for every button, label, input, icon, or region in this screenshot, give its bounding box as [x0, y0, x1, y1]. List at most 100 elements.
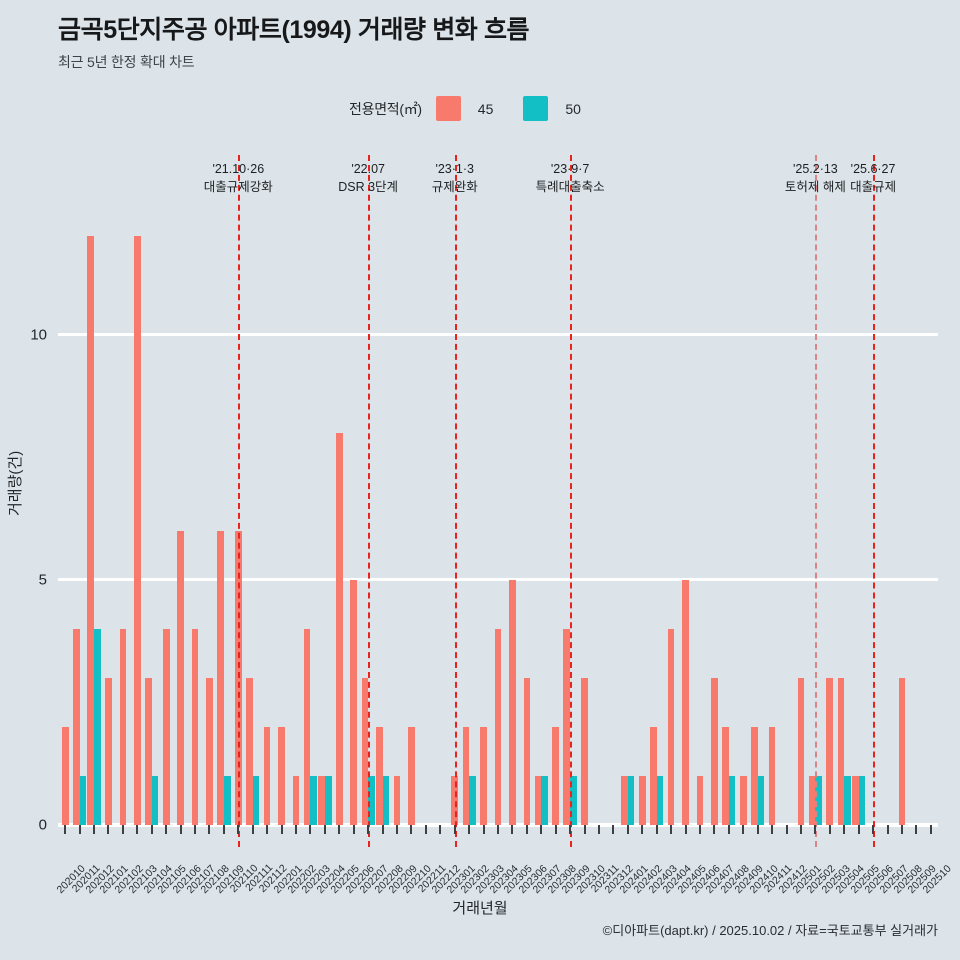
bar-50-202204[interactable]	[324, 775, 332, 825]
bar-45-202403[interactable]	[650, 726, 657, 825]
legend-item-50[interactable]: 50	[523, 96, 581, 121]
bar-50-202208[interactable]	[382, 775, 390, 825]
bar-45-202406[interactable]	[696, 775, 704, 825]
bar-50-202403[interactable]	[656, 775, 664, 825]
bar-45-202208[interactable]	[375, 726, 383, 825]
bar-45-202101[interactable]	[105, 677, 112, 825]
bar-45-202109[interactable]	[217, 530, 224, 825]
bar-45-202309[interactable]	[563, 628, 571, 825]
bar-45-202011[interactable]	[73, 628, 80, 825]
x-tick-202504	[843, 825, 846, 834]
bar-45-202302[interactable]	[462, 726, 470, 825]
event-annotation-202506: '25.6·27 대출규제	[850, 160, 896, 196]
bar-50-202207[interactable]	[368, 775, 375, 825]
bars-layer	[58, 207, 938, 825]
x-tick-202410	[756, 825, 759, 834]
x-tick-202405	[684, 825, 687, 834]
bar-45-202308[interactable]	[552, 726, 559, 825]
bar-50-202109[interactable]	[223, 775, 231, 825]
bar-50-202307[interactable]	[541, 775, 548, 825]
bar-45-202410[interactable]	[751, 726, 758, 825]
y-tick-label-0: 0	[38, 816, 47, 834]
bar-45-202411[interactable]	[768, 726, 776, 825]
bar-50-202401[interactable]	[627, 775, 635, 825]
event-date: '25.2·13	[792, 162, 838, 176]
bar-50-202111[interactable]	[252, 775, 260, 825]
bar-45-202112[interactable]	[263, 726, 271, 825]
bar-45-202105[interactable]	[162, 628, 170, 825]
bar-45-202502[interactable]	[808, 775, 816, 825]
bar-45-202503[interactable]	[826, 677, 834, 825]
bar-45-202107[interactable]	[191, 628, 199, 825]
bar-50-202410[interactable]	[757, 775, 765, 825]
bar-50-202302[interactable]	[469, 775, 476, 825]
chart-legend: 전용면적(㎡) 45 50	[0, 96, 960, 121]
bar-45-202201[interactable]	[278, 726, 285, 825]
x-tick-202408	[727, 825, 730, 834]
bar-45-202508[interactable]	[898, 677, 906, 825]
event-line-202207	[368, 155, 371, 847]
bar-45-202401[interactable]	[621, 775, 628, 825]
bar-45-202404[interactable]	[667, 628, 675, 825]
bar-45-202104[interactable]	[145, 677, 152, 825]
x-tick-202108	[208, 825, 211, 834]
bar-45-202303[interactable]	[480, 726, 487, 825]
plot-area	[58, 155, 938, 847]
y-tick-label-5: 5	[38, 571, 47, 589]
bar-50-202505[interactable]	[858, 775, 866, 825]
bar-50-202104[interactable]	[151, 775, 159, 825]
x-tick-202201	[280, 825, 283, 834]
bar-45-202202[interactable]	[292, 775, 300, 825]
x-tick-202111	[251, 825, 254, 834]
bar-45-202409[interactable]	[739, 775, 747, 825]
bar-45-202103[interactable]	[134, 236, 141, 825]
bar-45-202012[interactable]	[87, 236, 95, 825]
bar-45-202206[interactable]	[350, 579, 358, 825]
bar-50-202011[interactable]	[79, 775, 87, 825]
bar-45-202306[interactable]	[523, 677, 531, 825]
x-tick-202503	[828, 825, 831, 834]
bar-45-202111[interactable]	[246, 677, 253, 825]
bar-45-202207[interactable]	[361, 677, 369, 825]
bar-45-202307[interactable]	[534, 775, 542, 825]
event-text: 대출규제강화	[203, 180, 273, 195]
bar-50-202203[interactable]	[310, 775, 318, 825]
event-annotation-202110: '21.10·26 대출규제강화	[204, 160, 273, 196]
bar-45-202205[interactable]	[335, 432, 343, 825]
bar-45-202402[interactable]	[638, 775, 646, 825]
x-tick-202101	[107, 825, 110, 834]
bar-50-202504[interactable]	[844, 775, 851, 825]
event-date: '21.10·26	[212, 162, 265, 176]
legend-swatch-45-icon	[435, 96, 461, 121]
x-tick-202209	[396, 825, 399, 834]
bar-45-202505[interactable]	[852, 775, 859, 825]
bar-45-202102[interactable]	[119, 628, 127, 825]
bar-45-202301[interactable]	[451, 775, 459, 825]
bar-50-202408[interactable]	[728, 775, 736, 825]
bar-45-202304[interactable]	[494, 628, 502, 825]
x-tick-202404	[670, 825, 673, 834]
bar-45-202210[interactable]	[408, 726, 415, 825]
bar-45-202305[interactable]	[509, 579, 516, 825]
bar-50-202012[interactable]	[94, 628, 101, 825]
bar-45-202310[interactable]	[581, 677, 588, 825]
bar-45-202108[interactable]	[206, 677, 213, 825]
bar-45-202203[interactable]	[303, 628, 311, 825]
event-date: '23·9·7	[550, 162, 590, 176]
event-line-202110	[238, 155, 241, 847]
bar-45-202209[interactable]	[393, 775, 401, 825]
bar-45-202106[interactable]	[177, 530, 184, 825]
bar-45-202501[interactable]	[797, 677, 805, 825]
legend-item-45[interactable]: 45	[435, 96, 493, 121]
bar-45-202010[interactable]	[61, 726, 69, 825]
x-tick-202303	[482, 825, 485, 834]
bar-45-202204[interactable]	[318, 775, 325, 825]
bar-50-202502[interactable]	[815, 775, 822, 825]
x-tick-202406	[698, 825, 701, 834]
x-tick-202112	[266, 825, 269, 834]
bar-45-202407[interactable]	[711, 677, 718, 825]
bar-50-202309[interactable]	[570, 775, 577, 825]
bar-45-202408[interactable]	[722, 726, 729, 825]
bar-45-202405[interactable]	[682, 579, 689, 825]
bar-45-202504[interactable]	[837, 677, 845, 825]
